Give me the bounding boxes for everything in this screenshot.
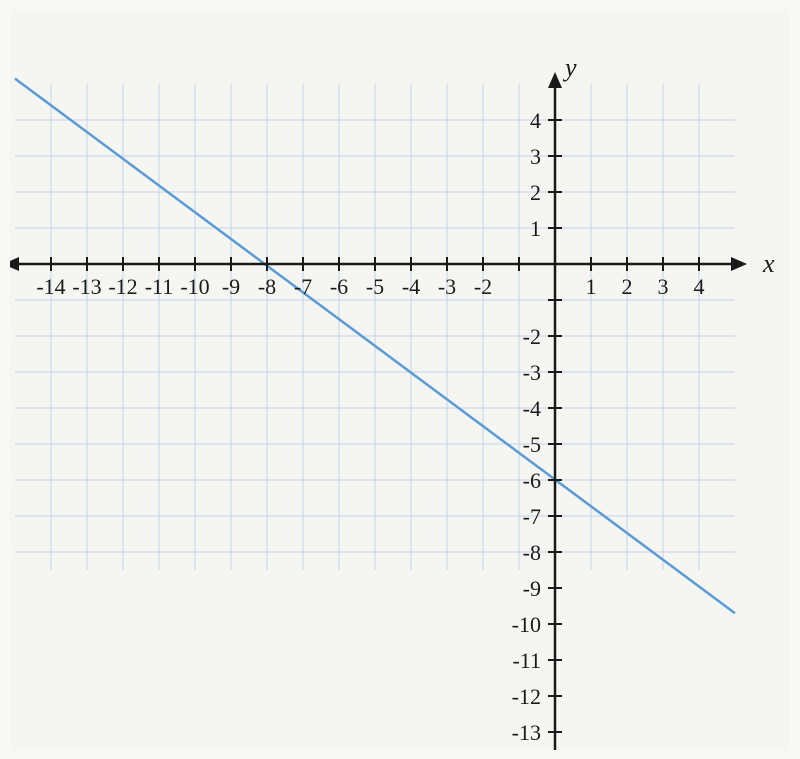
y-tick-label: -4 — [523, 396, 541, 421]
x-tick-label: -10 — [180, 274, 209, 299]
chart-svg: -14-13-12-11-10-9-8-7-6-5-4-3-21234-14-1… — [10, 10, 790, 750]
y-tick-label: -9 — [523, 576, 541, 601]
x-tick-label: -14 — [36, 274, 65, 299]
y-tick-label: -6 — [523, 468, 541, 493]
x-tick-label: -12 — [108, 274, 137, 299]
coordinate-plane-chart: -14-13-12-11-10-9-8-7-6-5-4-3-21234-14-1… — [10, 10, 790, 750]
x-tick-label: -6 — [330, 274, 348, 299]
y-tick-label: 2 — [530, 180, 541, 205]
y-tick-label: -13 — [512, 720, 541, 745]
x-tick-label: -11 — [145, 274, 174, 299]
x-tick-label: -9 — [222, 274, 240, 299]
y-tick-label: -2 — [523, 324, 541, 349]
y-tick-label: -11 — [512, 648, 541, 673]
y-tick-label: 3 — [530, 144, 541, 169]
x-tick-label: 2 — [622, 274, 633, 299]
x-tick-label: 3 — [658, 274, 669, 299]
y-tick-label: -3 — [523, 360, 541, 385]
y-tick-label: -12 — [512, 684, 541, 709]
x-tick-label: -2 — [474, 274, 492, 299]
y-tick-label: 1 — [530, 216, 541, 241]
y-tick-label: -10 — [512, 612, 541, 637]
y-tick-label: 4 — [530, 108, 541, 133]
x-tick-label: 4 — [694, 274, 705, 299]
y-tick-label: -5 — [523, 432, 541, 457]
x-tick-label: -8 — [258, 274, 276, 299]
x-axis-label: x — [762, 249, 775, 278]
x-tick-label: -4 — [402, 274, 420, 299]
x-tick-label: 1 — [586, 274, 597, 299]
x-tick-label: -3 — [438, 274, 456, 299]
x-tick-label: -5 — [366, 274, 384, 299]
x-tick-label: -7 — [294, 274, 312, 299]
y-tick-label: -7 — [523, 504, 541, 529]
y-tick-label: -8 — [523, 540, 541, 565]
y-axis-label: y — [562, 53, 577, 82]
x-tick-label: -13 — [72, 274, 101, 299]
